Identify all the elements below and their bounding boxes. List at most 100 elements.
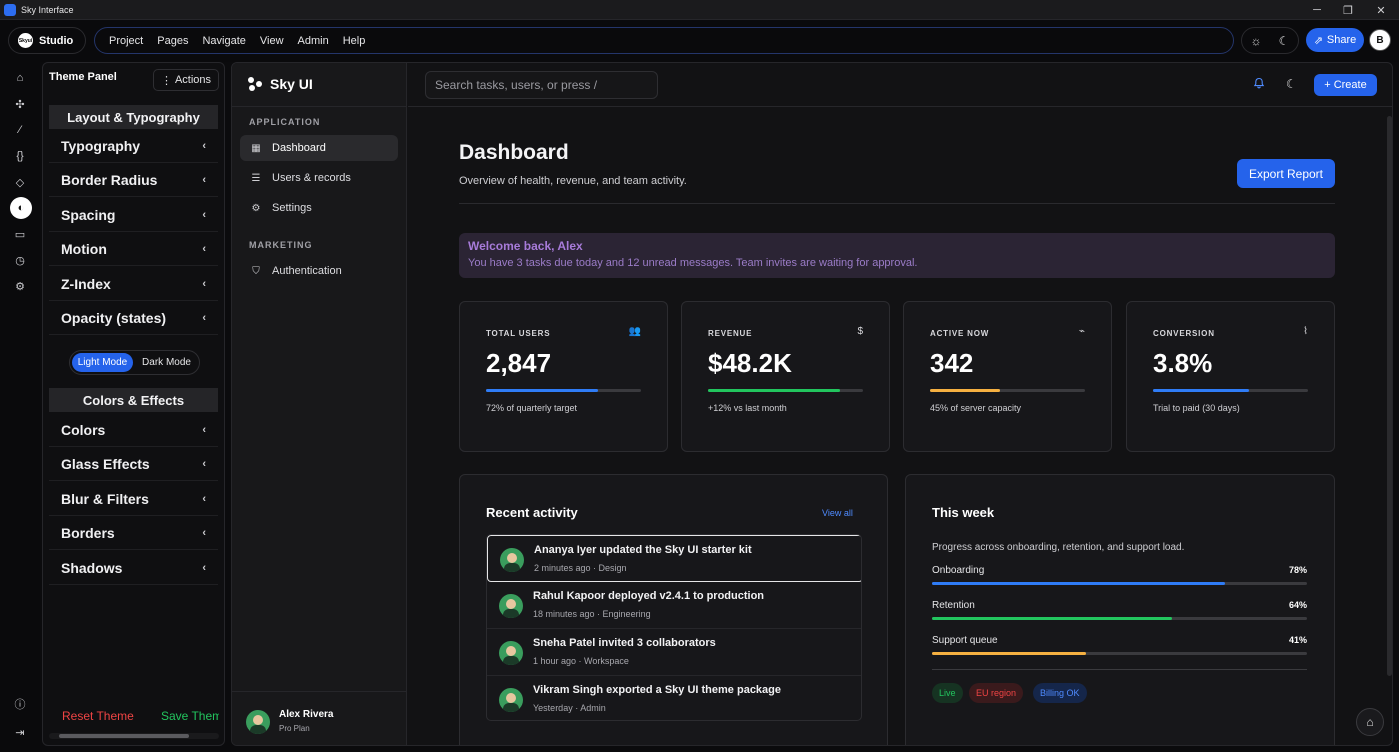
stat-icon: $ [857, 326, 863, 337]
share-button[interactable]: ⇗ Share [1306, 28, 1364, 52]
chevron-left-icon: ‹ [202, 209, 206, 221]
activity-text: Ananya Iyer updated the Sky UI starter k… [534, 544, 752, 556]
menu-project[interactable]: Project [109, 34, 144, 47]
reset-theme-button[interactable]: Reset Theme [62, 709, 134, 723]
stat-value: 3.8% [1153, 348, 1213, 378]
bell-icon[interactable] [1253, 77, 1265, 92]
dashboard-icon: ▦ [251, 142, 261, 154]
activity-item[interactable]: Ananya Iyer updated the Sky UI starter k… [487, 535, 861, 582]
theme-item-borders[interactable]: Borders ‹ [49, 517, 218, 550]
plus-icon: + [1324, 79, 1331, 91]
nav-users-records[interactable]: ☰ Users & records [240, 165, 398, 191]
nav-authentication[interactable]: ⛉ Authentication [240, 258, 398, 284]
stat-icon: ⌁ [1078, 326, 1085, 337]
stat-card-total-users: TOTAL USERS 👥 2,847 72% of quarterly target [459, 301, 668, 452]
theme-item-spacing[interactable]: Spacing ‹ [49, 199, 218, 232]
menu-help[interactable]: Help [342, 34, 366, 47]
chevron-left-icon: ‹ [202, 527, 206, 539]
paint-bucket-icon[interactable]: ◇ [15, 176, 25, 189]
bell-icon-svg [1253, 77, 1265, 89]
this-week-panel: This week Progress across onboarding, re… [905, 474, 1335, 745]
menu-pages[interactable]: Pages [157, 34, 189, 47]
stat-note: +12% vs last month [708, 403, 787, 413]
nav-label: Dashboard [272, 142, 326, 154]
welcome-title: Welcome back, Alex [468, 239, 583, 253]
wand-icon[interactable]: ⁄ [19, 124, 21, 136]
main-menu: Project Pages Navigate View Admin Help [94, 27, 1234, 54]
theme-item-z-index[interactable]: Z-Index ‹ [49, 268, 218, 301]
create-button[interactable]: + Create [1314, 74, 1377, 96]
light-mode-button[interactable]: Light Mode [72, 353, 133, 372]
vertical-scrollbar[interactable] [1387, 116, 1392, 676]
theme-item-opacity-states[interactable]: Opacity (states) ‹ [49, 302, 218, 335]
recent-activity-title: Recent activity [486, 505, 578, 520]
progress-value: 78% [1288, 565, 1307, 575]
maximize-button[interactable]: ❐ [1343, 4, 1353, 17]
terminal-icon[interactable]: ▭ [14, 228, 26, 241]
progress-label: Retention [932, 600, 975, 611]
actions-label: Actions [174, 74, 212, 86]
activity-item[interactable]: Rahul Kapoor deployed v2.4.1 to producti… [487, 582, 861, 629]
window-title: Sky Interface [21, 4, 74, 15]
theme-item-colors[interactable]: Colors ‹ [49, 414, 218, 447]
minimize-btn[interactable]: ─ [1313, 4, 1321, 16]
theme-item-typography[interactable]: Typography ‹ [49, 130, 218, 163]
share-label: Share [1326, 34, 1357, 46]
activity-item[interactable]: Vikram Singh exported a Sky UI theme pac… [487, 676, 861, 720]
sun-icon[interactable]: ☼ [1250, 33, 1262, 48]
close-button[interactable]: ✕ [1376, 4, 1386, 17]
assistant-bot-icon[interactable]: ⌂ [1356, 708, 1384, 736]
code-braces-icon[interactable]: {} [16, 150, 24, 162]
stat-value: 342 [930, 348, 974, 378]
nav-dashboard[interactable]: ▦ Dashboard [240, 135, 398, 161]
studio-switcher[interactable]: Skyui Studio [8, 27, 86, 54]
brand[interactable]: Sky UI [248, 76, 313, 92]
export-report-button[interactable]: Export Report [1237, 159, 1335, 188]
divider [232, 106, 407, 107]
theme-item-glass-effects[interactable]: Glass Effects ‹ [49, 448, 218, 481]
create-label: Create [1333, 79, 1367, 91]
recent-activity-panel: Recent activity View all Ananya Iyer upd… [459, 474, 888, 745]
scrollbar-thumb[interactable] [59, 734, 189, 738]
progress-fill [932, 652, 1086, 655]
avatar [499, 641, 523, 665]
theme-item-blur-filters[interactable]: Blur & Filters ‹ [49, 483, 218, 516]
menu-admin[interactable]: Admin [297, 34, 329, 47]
actions-button[interactable]: ⋮ Actions [153, 69, 219, 91]
moon-icon[interactable]: ☾ [1278, 33, 1290, 48]
activity-item[interactable]: Sneha Patel invited 3 collaborators 1 hou… [487, 629, 861, 676]
menubar: Skyui Studio Project Pages Navigate View Adm… [0, 20, 1399, 62]
theme-moon-icon[interactable]: ☾ [1286, 77, 1297, 91]
dark-mode-button[interactable]: Dark Mode [142, 357, 191, 368]
top-bar: Search tasks, users, or press / ☾ + Crea… [408, 63, 1392, 107]
home-icon[interactable]: ⌂ [16, 72, 24, 84]
logout-icon[interactable]: ⇥ [15, 726, 25, 739]
theme-item-label: Motion [61, 241, 107, 257]
activity-text: Rahul Kapoor deployed v2.4.1 to producti… [533, 590, 765, 602]
theme-item-shadows[interactable]: Shadows ‹ [49, 552, 218, 585]
nav-label: Settings [272, 202, 312, 214]
save-theme-button[interactable]: Save Theme [161, 709, 219, 723]
section-layout-typography: Layout & Typography [49, 105, 218, 129]
history-icon[interactable]: ◷ [15, 254, 25, 267]
settings-icon[interactable]: ⚙ [15, 280, 25, 293]
nav-settings[interactable]: ⚙ Settings [240, 195, 398, 221]
theme-item-motion[interactable]: Motion ‹ [49, 233, 218, 266]
theme-item-border-radius[interactable]: Border Radius ‹ [49, 164, 218, 197]
horizontal-scrollbar[interactable] [49, 733, 219, 739]
stat-note: 72% of quarterly target [486, 403, 578, 413]
user-profile[interactable]: Alex Rivera Pro Plan [232, 691, 407, 745]
stat-value: 2,847 [486, 348, 552, 378]
view-all-link[interactable]: View all [822, 508, 853, 518]
menu-view[interactable]: View [259, 34, 284, 47]
theme-icon[interactable]: ◐ [10, 197, 32, 219]
dashboard-main: Dashboard Overview of health, revenue, a… [408, 108, 1392, 745]
info-icon[interactable]: ⓘ [14, 699, 26, 711]
user-avatar[interactable]: B [1369, 29, 1391, 51]
menu-navigate[interactable]: Navigate [202, 34, 246, 47]
app-icon [4, 3, 16, 16]
status-chip-live: Live [932, 683, 963, 703]
components-icon[interactable]: ✣ [15, 98, 25, 111]
search-input[interactable]: Search tasks, users, or press / [425, 71, 658, 99]
theme-item-label: Z-Index [61, 276, 111, 292]
